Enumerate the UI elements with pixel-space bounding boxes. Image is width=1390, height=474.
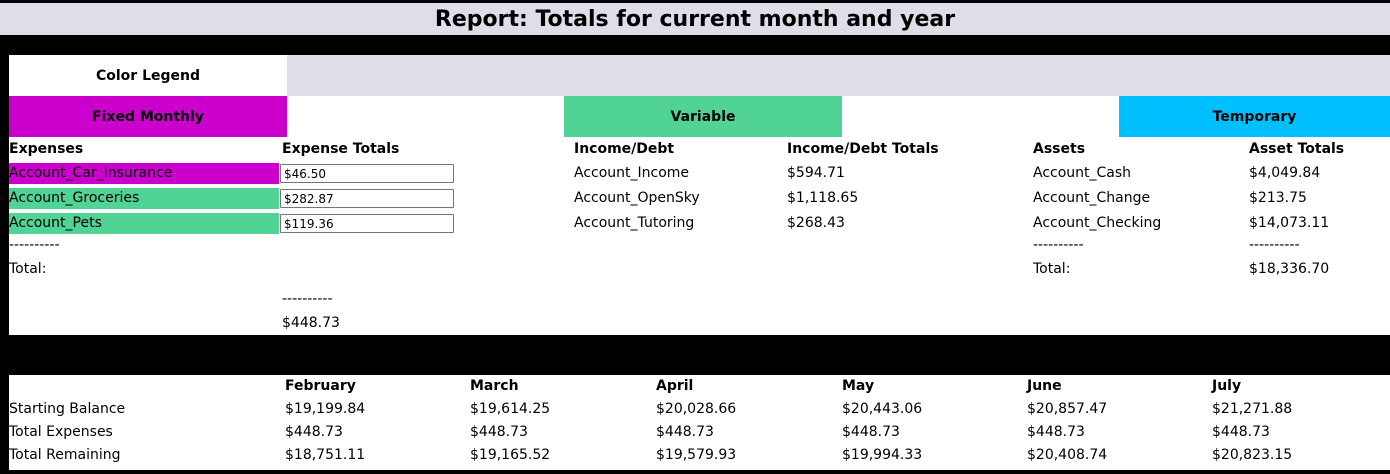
expense-name: Account_Groceries <box>9 188 279 209</box>
summary-cell: $20,857.47 <box>1027 401 1108 417</box>
expenses-total-separator: ---------- <box>282 291 333 307</box>
summary-cell: $448.73 <box>842 424 900 440</box>
month-header: March <box>470 378 519 394</box>
expense-totals-header: Expense Totals <box>282 141 400 157</box>
asset-name: Account_Change <box>1033 190 1151 206</box>
income-name: Account_OpenSky <box>574 190 700 206</box>
summary-row-label: Total Remaining <box>9 447 121 463</box>
summary-row-label: Total Expenses <box>9 424 113 440</box>
income-value: $594.71 <box>787 165 845 181</box>
asset-value: $213.75 <box>1249 190 1307 206</box>
month-header: May <box>842 378 875 394</box>
legend-fixed-monthly: Fixed Monthly <box>9 96 287 137</box>
summary-cell: $20,028.66 <box>656 401 737 417</box>
expense-name: Account_Pets <box>9 213 279 234</box>
assets-separator: ---------- <box>1033 237 1084 253</box>
summary-cell: $19,994.33 <box>842 447 923 463</box>
expense-total-input[interactable] <box>280 214 454 233</box>
summary-cell: $19,165.52 <box>470 447 551 463</box>
assets-total-value: $18,336.70 <box>1249 261 1330 277</box>
legend-variable: Variable <box>564 96 842 137</box>
expenses-total-label: Total: <box>9 261 47 277</box>
income-debt-totals-header: Income/Debt Totals <box>787 141 939 157</box>
summary-cell: $19,579.93 <box>656 447 737 463</box>
legend-temporary: Temporary <box>1119 96 1390 137</box>
month-header: July <box>1212 378 1242 394</box>
color-legend-header: Color Legend <box>9 55 287 96</box>
summary-cell: $18,751.11 <box>285 447 366 463</box>
summary-cell: $20,408.74 <box>1027 447 1108 463</box>
summary-cell: $448.73 <box>1212 424 1270 440</box>
report-title: Report: Totals for current month and yea… <box>0 3 1390 35</box>
asset-value: $4,049.84 <box>1249 165 1321 181</box>
month-header: April <box>656 378 694 394</box>
expense-name: Account_Car_Insurance <box>9 163 279 184</box>
income-value: $268.43 <box>787 215 845 231</box>
monthly-summary-table: February March April May June July Start… <box>9 375 1390 470</box>
expense-total-input[interactable] <box>280 164 454 183</box>
income-name: Account_Tutoring <box>574 215 695 231</box>
asset-name: Account_Checking <box>1033 215 1162 231</box>
expenses-header: Expenses <box>9 141 84 157</box>
asset-totals-header: Asset Totals <box>1249 141 1345 157</box>
summary-cell: $19,199.84 <box>285 401 366 417</box>
income-name: Account_Income <box>574 165 690 181</box>
summary-cell: $448.73 <box>656 424 714 440</box>
summary-cell: $19,614.25 <box>470 401 551 417</box>
income-debt-header: Income/Debt <box>574 141 675 157</box>
asset-name: Account_Cash <box>1033 165 1132 181</box>
asset-value: $14,073.11 <box>1249 215 1330 231</box>
expenses-total-value: $448.73 <box>282 315 340 331</box>
summary-row-label: Starting Balance <box>9 401 126 417</box>
income-value: $1,118.65 <box>787 190 859 206</box>
legend-header-fill <box>287 55 1390 96</box>
summary-cell: $20,443.06 <box>842 401 923 417</box>
summary-cell: $448.73 <box>1027 424 1085 440</box>
expense-total-input[interactable] <box>280 189 454 208</box>
expenses-separator: ---------- <box>9 237 60 253</box>
assets-header: Assets <box>1033 141 1086 157</box>
summary-cell: $448.73 <box>285 424 343 440</box>
summary-cell: $21,271.88 <box>1212 401 1293 417</box>
assets-total-label: Total: <box>1033 261 1071 277</box>
asset-totals-separator: ---------- <box>1249 237 1300 253</box>
summary-cell: $448.73 <box>470 424 528 440</box>
report-panel: Color Legend Fixed Monthly Variable Temp… <box>9 55 1390 335</box>
month-header: February <box>285 378 356 394</box>
month-header: June <box>1027 378 1062 394</box>
summary-cell: $20,823.15 <box>1212 447 1293 463</box>
